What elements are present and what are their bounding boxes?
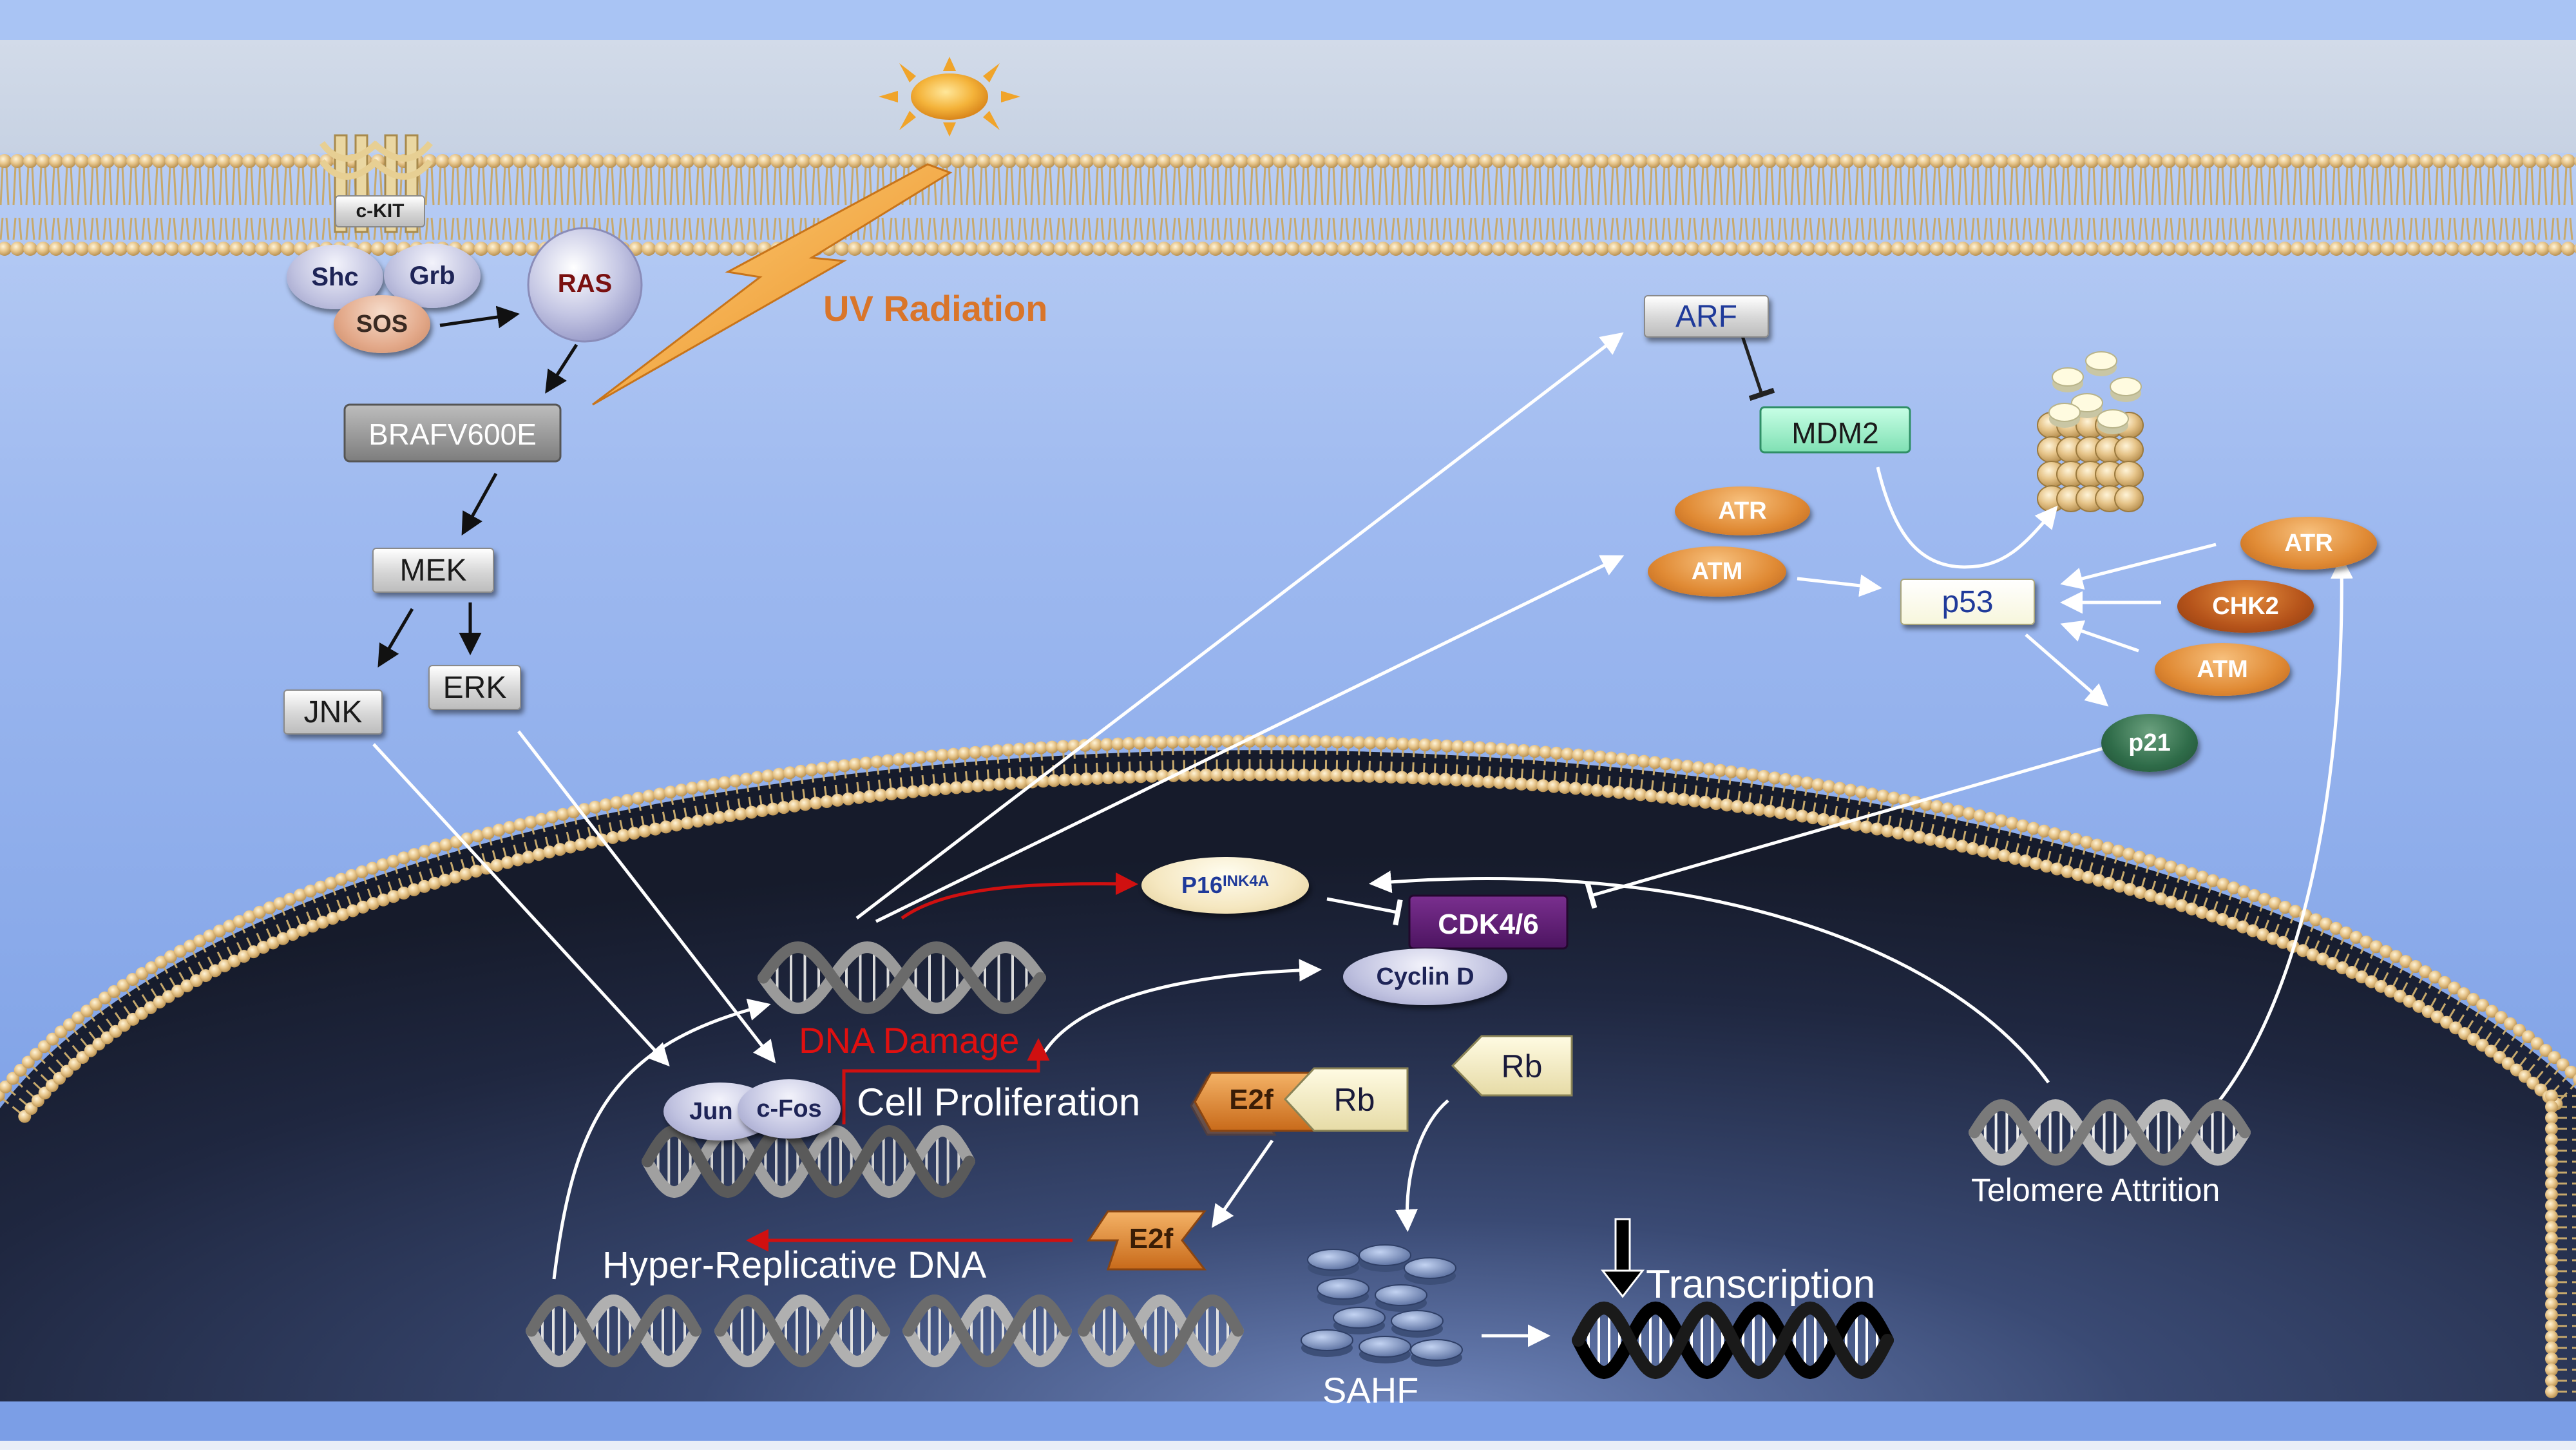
atr-right-oval[interactable]: ATR <box>2240 517 2377 570</box>
p16-superscript: INK4A <box>1223 872 1269 890</box>
p16-label: P16 <box>1181 872 1223 899</box>
sahf-label: SAHF <box>1322 1369 1418 1411</box>
chk2-oval[interactable]: CHK2 <box>2177 580 2314 633</box>
cell-proliferation-label: Cell Proliferation <box>857 1080 1140 1124</box>
ras-label[interactable]: RAS <box>541 269 629 298</box>
e2f-top-label[interactable]: E2f <box>1211 1084 1292 1116</box>
transcription-label: Transcription <box>1646 1262 1875 1307</box>
p21-oval[interactable]: p21 <box>2101 714 2198 772</box>
cfos-oval[interactable]: c-Fos <box>738 1079 841 1139</box>
jnk-box[interactable]: JNK <box>283 689 383 735</box>
sos-oval[interactable]: SOS <box>334 295 430 353</box>
erk-box[interactable]: ERK <box>428 665 521 710</box>
mek-box[interactable]: MEK <box>372 548 494 593</box>
ckit-label-box[interactable]: c-KIT <box>335 195 425 227</box>
atm-top-oval[interactable]: ATM <box>1648 546 1786 597</box>
braf-label[interactable]: BRAFV600E <box>345 417 560 452</box>
rb-top-label[interactable]: Rb <box>1314 1081 1395 1119</box>
uv-radiation-label: UV Radiation <box>823 287 1047 329</box>
atr-top-oval[interactable]: ATR <box>1675 486 1810 535</box>
cyclind-oval[interactable]: Cyclin D <box>1343 948 1507 1005</box>
p53-box[interactable]: p53 <box>1900 579 2035 625</box>
arf-box[interactable]: ARF <box>1644 295 1769 338</box>
bottom-edge <box>0 1441 2576 1450</box>
rb-free-label[interactable]: Rb <box>1482 1048 1562 1085</box>
mdm2-label[interactable]: MDM2 <box>1760 416 1910 450</box>
cdk46-label[interactable]: CDK4/6 <box>1409 909 1567 941</box>
telomere-attrition-label: Telomere Attrition <box>1971 1171 2220 1209</box>
e2f-bottom-label[interactable]: E2f <box>1113 1223 1189 1255</box>
hyper-replicative-label: Hyper-Replicative DNA <box>602 1244 986 1287</box>
dna-damage-label: DNA Damage <box>799 1019 1019 1061</box>
top-blue-strip <box>0 0 2576 40</box>
atm-right-oval[interactable]: ATM <box>2155 643 2290 696</box>
